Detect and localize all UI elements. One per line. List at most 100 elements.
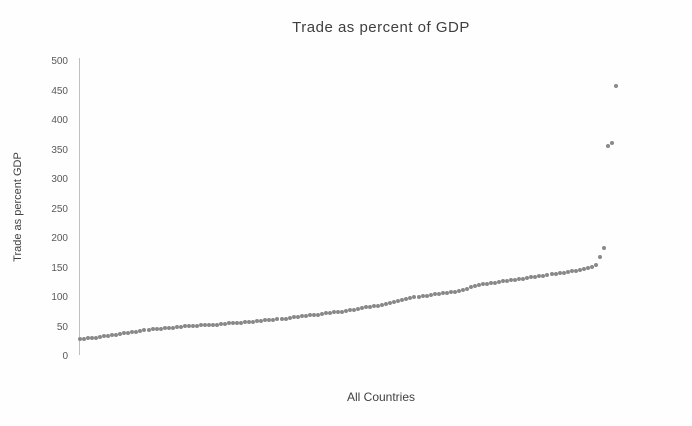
- data-point: [509, 278, 514, 283]
- data-point: [263, 318, 268, 323]
- data-point: [601, 245, 606, 250]
- data-point: [614, 83, 618, 88]
- data-point: [78, 337, 82, 342]
- data-point: [223, 321, 228, 326]
- data-point: [553, 271, 558, 276]
- data-point: [118, 331, 123, 336]
- data-point: [343, 308, 348, 313]
- data-point: [392, 300, 397, 305]
- data-point: [513, 277, 518, 282]
- data-point: [364, 305, 369, 310]
- data-point: [86, 336, 91, 341]
- data-point: [90, 335, 95, 340]
- data-point: [174, 324, 179, 329]
- data-point: [428, 293, 433, 298]
- data-point: [331, 310, 336, 315]
- data-point: [94, 335, 99, 340]
- data-point: [573, 268, 578, 273]
- y-tick-label: 450: [51, 85, 68, 97]
- data-point: [82, 336, 87, 341]
- data-point: [360, 306, 365, 311]
- data-point: [259, 319, 264, 323]
- data-point: [166, 325, 171, 330]
- data-point: [186, 324, 191, 329]
- data-point: [319, 311, 324, 316]
- data-point: [549, 272, 554, 277]
- data-point: [271, 317, 276, 322]
- data-point: [593, 262, 598, 267]
- data-point: [102, 334, 107, 339]
- data-point: [122, 331, 127, 336]
- data-point: [468, 285, 473, 290]
- data-point: [170, 325, 175, 330]
- data-point: [432, 292, 437, 297]
- chart-title: Trade as percent of GDP: [292, 19, 470, 36]
- data-point: [400, 298, 405, 303]
- data-point: [335, 309, 340, 314]
- data-point: [424, 293, 429, 298]
- data-point: [126, 330, 131, 335]
- y-axis-title: Trade as percent GDP: [12, 152, 24, 262]
- data-point: [267, 317, 272, 322]
- data-point: [150, 327, 155, 332]
- data-point: [162, 326, 167, 331]
- data-point: [182, 324, 187, 329]
- data-point: [557, 271, 562, 276]
- data-point: [239, 320, 244, 325]
- data-point: [529, 275, 534, 280]
- data-point: [545, 272, 550, 277]
- data-point: [198, 323, 203, 328]
- data-point: [348, 308, 352, 313]
- data-point: [481, 282, 485, 287]
- data-point: [444, 290, 449, 295]
- data-point: [190, 323, 195, 328]
- data-point: [581, 267, 586, 272]
- data-point: [154, 326, 159, 331]
- data-point: [295, 314, 300, 319]
- data-point: [142, 328, 147, 333]
- y-tick-label: 250: [51, 203, 68, 215]
- data-point: [388, 301, 393, 306]
- data-point: [206, 322, 211, 327]
- data-point: [368, 304, 373, 309]
- data-point: [231, 321, 236, 326]
- data-point: [456, 288, 461, 293]
- data-point: [541, 273, 546, 278]
- data-point: [497, 280, 502, 285]
- data-point: [501, 279, 506, 284]
- data-point: [307, 313, 312, 318]
- y-tick-label: 200: [51, 233, 68, 244]
- data-point: [521, 276, 526, 281]
- data-point: [158, 326, 163, 331]
- y-tick-label: 150: [51, 262, 68, 274]
- data-point: [605, 143, 610, 148]
- data-point: [460, 287, 465, 292]
- data-point: [537, 274, 542, 279]
- data-point: [597, 254, 602, 259]
- data-point: [138, 329, 143, 334]
- data-point: [436, 291, 441, 296]
- data-point: [243, 320, 248, 325]
- data-point: [505, 278, 510, 283]
- y-tick-label: 400: [51, 115, 68, 126]
- data-point: [380, 303, 385, 308]
- y-tick-label: 350: [51, 144, 68, 156]
- y-tick-label: 500: [51, 56, 68, 67]
- data-point: [493, 280, 498, 285]
- data-point: [106, 333, 111, 338]
- data-point: [589, 264, 594, 269]
- data-point: [287, 316, 292, 321]
- data-point: [299, 314, 304, 319]
- data-point: [339, 309, 344, 314]
- data-point: [315, 312, 320, 317]
- data-point: [202, 323, 207, 328]
- data-point: [178, 324, 183, 329]
- data-point: [255, 319, 260, 323]
- data-point: [376, 303, 381, 308]
- y-tick-label: 300: [51, 174, 68, 185]
- data-point: [420, 294, 425, 299]
- data-point: [323, 311, 328, 316]
- data-point: [215, 322, 220, 327]
- data-point: [464, 286, 469, 291]
- data-point: [404, 297, 409, 302]
